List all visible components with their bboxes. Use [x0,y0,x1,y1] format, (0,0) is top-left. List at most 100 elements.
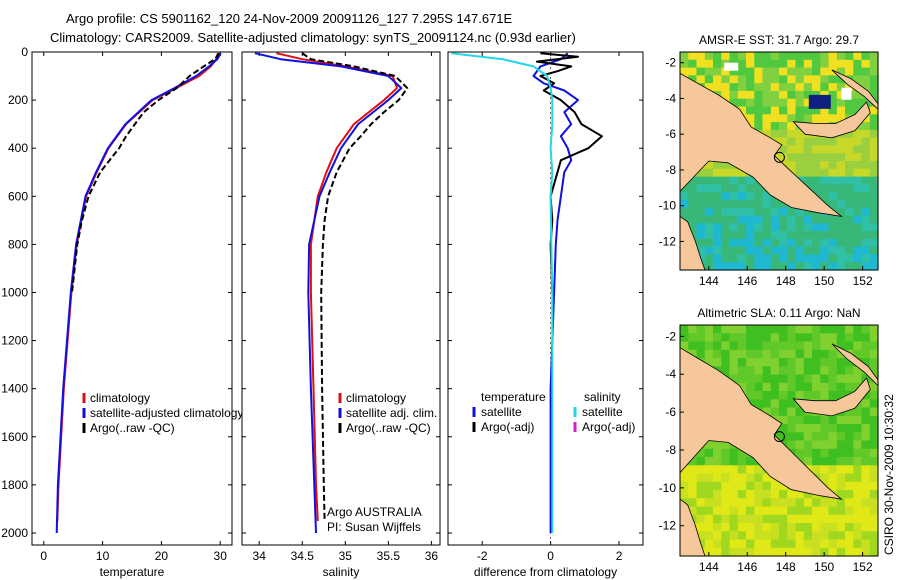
map-cell [820,366,830,376]
map-cell [861,223,871,232]
map-cell [853,514,863,524]
map-cell [828,523,838,532]
map-cell [812,215,821,224]
map-cell [787,366,797,376]
map-cell [704,358,714,367]
map-cell [704,75,714,84]
map-cell [820,325,830,334]
map-cell [828,374,838,384]
map-cell [713,490,722,499]
map-cell [787,391,797,400]
map-cell [770,506,780,516]
map-cell [869,448,879,458]
map-cell [795,415,805,425]
map-cell [746,465,755,475]
map-cell [836,114,846,123]
map-cell [795,325,805,334]
map-cell [746,358,755,367]
map-cell [869,531,879,541]
map-cell [820,358,830,367]
map-cell [787,75,797,84]
map-cell [746,75,755,84]
sst-nodata-patch [724,62,739,71]
map-cell [779,246,788,255]
map-cell [869,168,879,178]
map-cell [820,114,830,123]
salinity-series-argo-raw-qc- [301,52,409,522]
map-cell [713,184,722,193]
map-cell [762,349,772,359]
map-cell [828,341,838,351]
map-cell [836,448,846,458]
map-cell [688,52,698,61]
map-cell [853,90,863,100]
legend-label: Argo(-adj) [582,420,635,434]
map-cell [779,223,788,232]
map-cell [688,325,698,334]
map-cell [828,473,838,483]
map-cell [820,106,830,115]
map-cell [812,176,821,185]
map-cell [762,246,772,255]
map-cell [853,407,863,417]
map-cell [721,457,731,466]
legend-label: satellite [481,405,522,419]
map-cell [729,448,739,458]
map-cell [754,254,764,263]
map-cell [820,67,830,76]
map-cell [762,374,772,384]
map-cell [770,215,780,224]
map-cell [853,137,863,146]
map-cell [779,153,788,162]
map-cell [820,523,830,532]
map-cell [779,325,788,334]
map-cell [795,514,805,524]
map-cell [688,341,698,351]
map-cell [746,523,755,532]
map-cell [869,106,879,115]
map-cell [770,262,780,271]
map-cell [721,199,731,209]
map-cell [836,215,846,224]
map-cell [696,176,706,185]
map-cell [853,325,863,334]
map-cell [828,192,838,201]
map-cell [737,382,747,392]
temperature-series-argo-raw-qc- [71,52,220,293]
map-cell [770,481,780,491]
map-cell [770,67,780,76]
map-cell [704,246,714,255]
map-cell [861,358,871,367]
map-cell [845,184,854,193]
map-cell [787,231,797,240]
sst-xtick-label: 150 [814,274,834,288]
map-cell [762,106,772,115]
map-cell [729,514,739,524]
map-cell [737,341,747,351]
map-cell [713,531,722,541]
map-cell [853,231,863,240]
map-cell [729,325,739,334]
temperature-xtick-label: 20 [155,549,169,563]
map-cell [737,67,747,76]
map-cell [853,67,863,76]
map-cell [828,184,838,193]
map-cell [803,176,813,185]
map-cell [853,176,863,185]
map-cell [812,231,821,240]
map-cell [737,199,747,209]
map-cell [845,341,854,351]
map-cell [729,83,739,92]
map-cell [861,129,871,139]
map-cell [836,341,846,351]
map-cell [845,407,854,417]
map-cell [729,374,739,384]
map-cell [869,145,879,154]
map-cell [746,547,755,557]
sla-xtick-label: 144 [699,560,719,574]
map-cell [762,325,772,334]
map-cell [721,465,731,475]
map-cell [861,415,871,425]
map-cell [713,262,722,271]
map-cell [828,238,838,248]
